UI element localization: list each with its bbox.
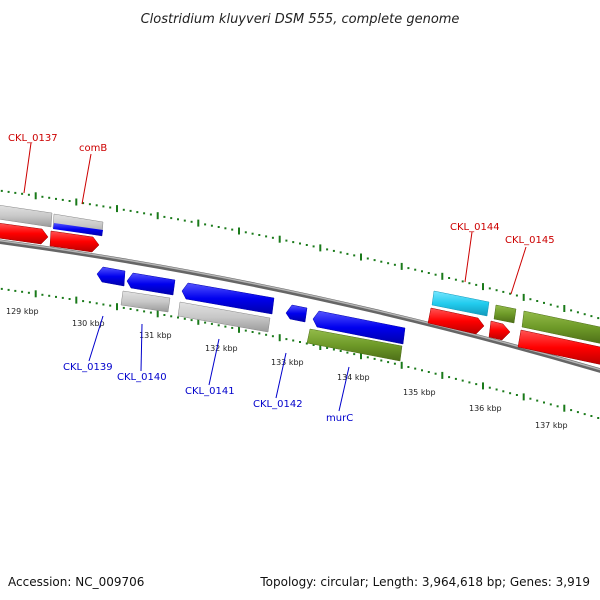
gene-ckl-0145[interactable] [521, 310, 600, 344]
ticks-top [0, 189, 600, 320]
kbp-label-132: 132 kbp [205, 344, 238, 353]
label-murc[interactable]: murC [326, 413, 353, 424]
leader-ckl-0142 [275, 352, 287, 399]
gene-comb-blue[interactable] [53, 223, 103, 236]
gene-blue-5[interactable] [312, 310, 406, 345]
kbp-label-129: 129 kbp [6, 307, 39, 316]
leader-ckl-0144 [464, 231, 473, 283]
strand-forward-outer [0, 205, 600, 344]
kbp-label-133: 133 kbp [271, 358, 304, 367]
gene-ckl-0141[interactable] [177, 301, 271, 333]
gene-murc[interactable] [306, 328, 403, 362]
label-ckl-0145[interactable]: CKL_0145 [505, 235, 555, 246]
gene-olive-small-top[interactable] [493, 304, 517, 324]
strand-reverse-inner [96, 266, 406, 345]
leader-ckl-0141 [208, 338, 220, 386]
label-comb[interactable]: comB [79, 143, 107, 154]
gene-ckl-0137[interactable] [0, 205, 53, 228]
map-title: Clostridium kluyveri DSM 555, complete g… [141, 12, 460, 27]
gene-red-4[interactable] [488, 320, 511, 341]
gene-ckl-0139[interactable] [96, 266, 126, 287]
kbp-scale: 129 kbp 130 kbp 131 kbp 132 kbp 133 kbp … [6, 307, 568, 430]
leader-ckl-0140 [140, 323, 143, 372]
strand-forward-inner [0, 223, 600, 365]
label-ckl-0137[interactable]: CKL_0137 [8, 133, 58, 144]
kbp-label-136: 136 kbp [469, 404, 502, 413]
leader-comb [81, 153, 92, 205]
label-ckl-0140[interactable]: CKL_0140 [117, 372, 167, 383]
gene-blue-3[interactable] [181, 282, 275, 315]
gene-ckl-0142[interactable] [285, 304, 308, 323]
label-ckl-0139[interactable]: CKL_0139 [63, 362, 113, 373]
topology-text: Topology: circular; Length: 3,964,618 bp… [259, 575, 590, 589]
gene-blue-2[interactable] [126, 272, 176, 296]
kbp-label-135: 135 kbp [403, 388, 436, 397]
gene-labels-top: CKL_0137 comB CKL_0144 CKL_0145 [8, 133, 555, 295]
strand-reverse-outer [120, 290, 403, 362]
kbp-label-131: 131 kbp [139, 331, 172, 340]
leader-ckl-0139 [88, 315, 104, 362]
genome-backbone [0, 239, 600, 373]
label-ckl-0142[interactable]: CKL_0142 [253, 399, 303, 410]
accession-text: Accession: NC_009706 [8, 575, 144, 589]
leader-murc [338, 366, 350, 412]
gene-ckl-0140[interactable] [120, 290, 171, 313]
gene-red-5[interactable] [517, 329, 600, 365]
label-ckl-0141[interactable]: CKL_0141 [185, 386, 235, 397]
genome-backbone-highlight [0, 239, 600, 371]
kbp-label-130: 130 kbp [72, 319, 105, 328]
leader-ckl-0145 [510, 246, 527, 295]
gene-red-3[interactable] [427, 307, 485, 335]
kbp-label-137: 137 kbp [535, 421, 568, 430]
gene-red-2[interactable] [49, 230, 100, 253]
gene-labels-bottom: CKL_0139 CKL_0140 CKL_0141 CKL_0142 murC [63, 315, 353, 424]
leader-ckl-0137 [23, 142, 32, 194]
label-ckl-0144[interactable]: CKL_0144 [450, 222, 500, 233]
gene-ckl-0144[interactable] [431, 290, 490, 317]
kbp-label-134: 134 kbp [337, 373, 370, 382]
gene-red-1[interactable] [0, 223, 49, 245]
